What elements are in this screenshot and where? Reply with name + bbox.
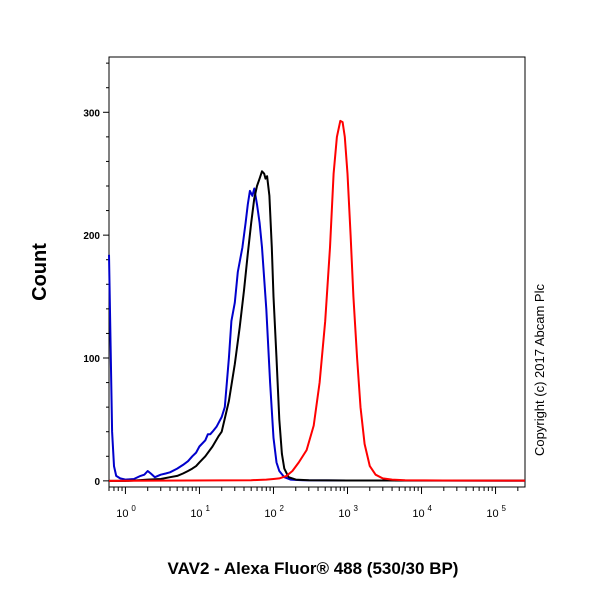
x-tick-exponent: 5 xyxy=(502,504,507,513)
x-axis-ticks: 10 0 10 1 10 2 10 3 10 4 10 5 xyxy=(108,487,519,520)
y-tick-label: 0 xyxy=(94,477,100,488)
x-tick-exponent: 2 xyxy=(279,504,284,513)
x-tick-exponent: 1 xyxy=(205,504,210,513)
copyright-annotation: Copyright (c) 2017 Abcam Plc xyxy=(532,284,547,456)
x-tick-label: 10 xyxy=(264,508,276,520)
x-tick-exponent: 0 xyxy=(131,504,136,513)
x-tick-exponent: 4 xyxy=(428,504,433,513)
y-axis-ticks: 0 100 200 300 xyxy=(83,62,109,488)
x-tick-label: 10 xyxy=(486,508,498,520)
series-red-line xyxy=(108,119,526,482)
series-group xyxy=(108,119,526,482)
x-tick-label: 10 xyxy=(412,508,424,520)
y-tick-label: 200 xyxy=(83,231,100,242)
y-tick-label: 100 xyxy=(83,354,100,365)
series-blue-line xyxy=(108,187,526,482)
y-axis-label: Count xyxy=(29,243,51,301)
x-tick-label: 10 xyxy=(338,508,350,520)
y-tick-label: 300 xyxy=(83,108,100,119)
series-black-line xyxy=(109,170,526,482)
x-tick-label: 10 xyxy=(116,508,128,520)
x-tick-label: 10 xyxy=(190,508,202,520)
plot-frame xyxy=(108,56,526,488)
x-axis-label: VAV2 - Alexa Fluor® 488 (530/30 BP) xyxy=(168,559,459,578)
x-tick-exponent: 3 xyxy=(353,504,358,513)
